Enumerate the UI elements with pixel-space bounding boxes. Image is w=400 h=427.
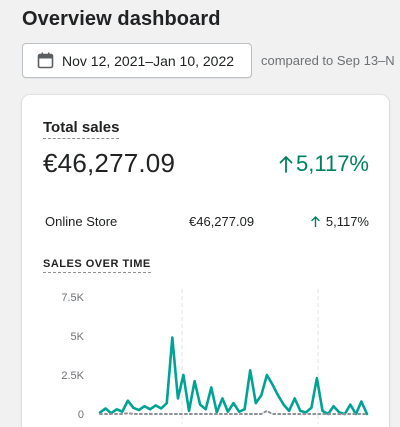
breakdown-value: €46,277.09 — [189, 214, 255, 229]
calendar-icon — [37, 52, 54, 69]
breakdown-label: Online Store — [45, 214, 118, 229]
total-sales-value: €46,277.09 — [43, 148, 176, 178]
breakdown-change-value: 5,117% — [325, 214, 369, 229]
sales-series-line — [98, 336, 369, 416]
sales-over-time-label[interactable]: SALES OVER TIME — [43, 258, 151, 273]
y-tick-label: 0 — [78, 409, 84, 421]
y-tick-label: 5K — [71, 331, 85, 343]
total-sales-change: 5,117% — [279, 151, 369, 177]
arrow-up-icon — [279, 155, 293, 173]
y-tick-label: 2.5K — [61, 370, 84, 382]
date-range-button[interactable]: Nov 12, 2021–Jan 10, 2022 — [22, 43, 252, 78]
total-sales-change-value: 5,117% — [296, 151, 369, 176]
comparison-series-line — [99, 409, 368, 415]
date-range-label: Nov 12, 2021–Jan 10, 2022 — [62, 52, 235, 69]
page-title: Overview dashboard — [22, 8, 221, 30]
total-sales-card: Total sales €46,277.09 5,117% Online Sto… — [22, 95, 389, 427]
y-tick-label: 7.5K — [61, 292, 84, 304]
sales-over-time-chart[interactable]: 7.5K 5K 2.5K 0 — [22, 285, 389, 427]
arrow-up-icon — [311, 216, 320, 227]
total-sales-title[interactable]: Total sales — [43, 119, 120, 139]
comparison-text: compared to Sep 13–N — [261, 53, 395, 68]
breakdown-change: 5,117% — [311, 214, 369, 229]
